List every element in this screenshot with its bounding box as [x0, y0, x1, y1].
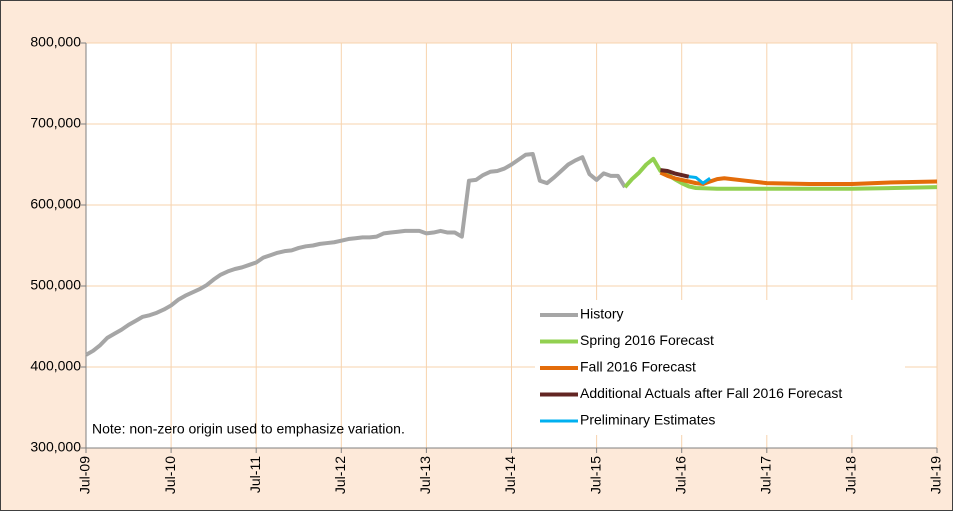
x-tick-label: Jul-14 — [502, 456, 518, 494]
y-tick-label: 800,000 — [30, 34, 81, 50]
series-line — [623, 156, 938, 191]
y-tick-label: 400,000 — [30, 358, 81, 374]
grid: 300,000 400,000 500,000 600,000 700,000 800,0… — [30, 34, 943, 494]
y-tick-label: 700,000 — [30, 115, 81, 131]
series-line — [660, 168, 690, 179]
x-tick-label: Jul-16 — [672, 456, 688, 494]
legend-label: Additional Actuals after Fall 2016 Forec… — [580, 385, 842, 401]
y-tick-label: 500,000 — [30, 277, 81, 293]
legend: History Spring 2016 Forecast Fall 2016 For… — [540, 306, 842, 428]
legend-label: Spring 2016 Forecast — [580, 332, 714, 348]
legend-label: Preliminary Estimates — [580, 412, 715, 428]
x-tick-label: Jul-10 — [162, 456, 178, 494]
series-line — [659, 170, 938, 186]
x-tick-label: Jul-19 — [928, 456, 944, 494]
x-tick-label: Jul-12 — [332, 456, 348, 494]
x-tick-label: Jul-18 — [843, 456, 859, 494]
note: Note: non-zero origin used to emphasize … — [92, 421, 405, 437]
legend-box — [535, 300, 905, 435]
x-tick-label: Jul-17 — [758, 456, 774, 494]
x-tick-label: Jul-13 — [417, 456, 433, 494]
y-tick-label: 600,000 — [30, 196, 81, 212]
series-line — [85, 151, 627, 357]
x-tick-label: Jul-09 — [77, 456, 93, 494]
legend-label: History — [580, 306, 624, 322]
x-tick-label: Jul-15 — [587, 456, 603, 494]
legend-label: Fall 2016 Forecast — [580, 359, 696, 375]
x-tick-label: Jul-11 — [247, 456, 263, 493]
y-tick-label: 300,000 — [30, 439, 81, 455]
lines — [85, 151, 938, 357]
series-line — [688, 175, 711, 185]
